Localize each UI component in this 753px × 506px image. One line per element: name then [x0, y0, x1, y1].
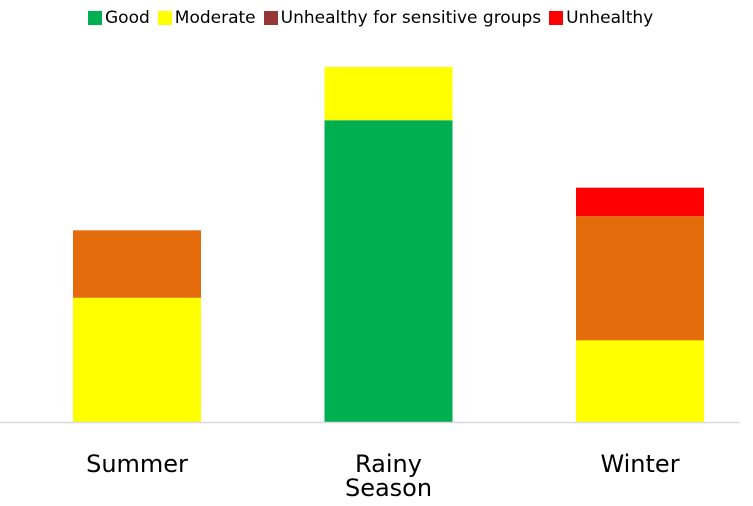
bar-segment	[576, 340, 704, 422]
legend-item: Unhealthy for sensitive groups	[263, 8, 542, 28]
legend-item: Moderate	[157, 8, 256, 28]
bar-segment	[576, 216, 704, 341]
x-tick-label: Rainy Season	[344, 450, 433, 502]
legend-label: Unhealthy for sensitive groups	[280, 8, 542, 28]
bar-segment	[324, 67, 453, 121]
legend-item: Good	[88, 8, 150, 28]
bar-segment	[73, 297, 201, 422]
legend-item: Unhealthy	[549, 8, 653, 28]
legend-swatch	[157, 11, 172, 25]
x-tick-label: Winter	[600, 450, 680, 478]
legend-label: Moderate	[174, 8, 256, 28]
legend-swatch	[88, 11, 102, 25]
legend: Good Moderate Unhealthy for sensitive grou…	[88, 8, 653, 28]
bar-segment	[73, 230, 201, 298]
legend-swatch	[549, 11, 564, 25]
legend-label: Unhealthy	[566, 8, 654, 28]
bar-segment	[324, 120, 453, 422]
bar-segment	[576, 187, 704, 217]
legend-label: Good	[105, 8, 150, 28]
legend-swatch	[263, 11, 278, 25]
x-tick-label: Summer	[86, 450, 188, 478]
